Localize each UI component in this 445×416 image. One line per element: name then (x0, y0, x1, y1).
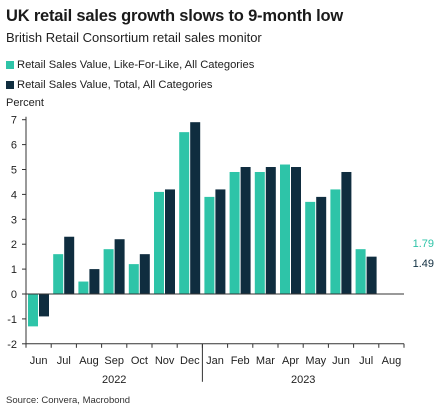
x-tick-label: Nov (155, 355, 175, 367)
x-tick-label: May (305, 355, 326, 367)
legend: Retail Sales Value, Like-For-Like, All C… (6, 57, 254, 97)
y-tick-label: 5 (11, 165, 17, 177)
year-label: 2022 (102, 374, 126, 386)
bar-total-3 (114, 239, 125, 294)
chart-subtitle: British Retail Consortium retail sales m… (6, 30, 262, 45)
y-tick-label: 6 (11, 140, 17, 152)
bar-total-7 (215, 189, 226, 294)
y-tick-label: 1 (11, 264, 17, 276)
bar-like-for-like-4 (128, 264, 139, 294)
bar-like-for-like-5 (154, 191, 164, 294)
end-labels: 1.79 1.49 (413, 238, 434, 270)
bar-total-13 (366, 256, 377, 294)
legend-label-like-for-like: Retail Sales Value, Like-For-Like, All C… (17, 59, 255, 71)
y-axis-label: Percent (6, 97, 44, 109)
chart-title: UK retail sales growth slows to 9-month … (6, 7, 344, 25)
legend-item-total: Retail Sales Value, Total, All Categorie… (6, 77, 254, 93)
bar-like-for-like-3 (103, 249, 114, 294)
legend-swatch-like-for-like (6, 61, 14, 69)
x-tick-label: Jul (359, 355, 373, 367)
bar-total-9 (265, 167, 276, 294)
x-tick-label: Jan (206, 355, 224, 367)
y-tick-label: 7 (11, 115, 17, 127)
bar-like-for-like-11 (305, 201, 316, 294)
bar-like-for-like-13 (355, 249, 366, 294)
source-note: Source: Convera, Macrobond (6, 395, 131, 406)
bar-like-for-like-2 (78, 281, 89, 294)
bar-total-11 (316, 196, 327, 294)
y-tick-label: 0 (11, 289, 17, 301)
y-tick-label: -1 (7, 314, 17, 326)
bar-total-6 (190, 122, 201, 294)
bars (26, 122, 404, 327)
bar-total-2 (89, 269, 100, 294)
bar-like-for-like-10 (280, 164, 290, 294)
year-label: 2023 (291, 374, 315, 386)
x-tick-label: Sep (104, 355, 124, 367)
end-label-1: 1.49 (413, 258, 434, 270)
bar-like-for-like-6 (179, 132, 190, 294)
x-tick-label: Jun (332, 355, 350, 367)
x-tick-label: Dec (180, 355, 200, 367)
bar-like-for-like-1 (53, 254, 64, 294)
x-axis: Jun Jul Aug Sep Oct Nov Dec Jan Feb Mar Apr May Jun J… (25, 343, 405, 386)
x-tick-label: Aug (79, 355, 99, 367)
bar-total-4 (139, 254, 150, 294)
legend-item-like-for-like: Retail Sales Value, Like-For-Like, All C… (6, 57, 254, 73)
x-tick-label: Jun (30, 355, 48, 367)
bar-total-10 (291, 167, 301, 294)
legend-swatch-total (6, 81, 14, 89)
y-axis: 7 6 5 4 3 2 1 0 -1 -2 (7, 115, 27, 351)
bar-like-for-like-7 (204, 196, 215, 294)
legend-label-total: Retail Sales Value, Total, All Categorie… (17, 79, 213, 91)
y-tick-label: -2 (7, 339, 17, 351)
bar-total-12 (341, 171, 352, 294)
end-label-0: 1.79 (413, 238, 434, 250)
x-tick-label: Feb (231, 355, 250, 367)
y-tick-label: 3 (11, 214, 17, 226)
x-tick-label: Mar (256, 355, 275, 367)
y-tick-label: 4 (11, 189, 17, 201)
bar-like-for-like-12 (330, 189, 341, 294)
bar-total-5 (165, 189, 175, 294)
x-tick-label: Aug (382, 355, 402, 367)
x-tick-label: Jul (57, 355, 71, 367)
bar-like-for-like-8 (229, 171, 240, 294)
bar-like-for-like-0 (28, 294, 38, 327)
bar-total-8 (240, 167, 251, 294)
bar-total-1 (64, 236, 75, 294)
x-tick-label: Apr (282, 355, 299, 367)
y-tick-label: 2 (11, 239, 17, 251)
bar-total-0 (39, 294, 49, 317)
bar-like-for-like-9 (254, 171, 265, 294)
x-tick-label: Oct (131, 355, 148, 367)
